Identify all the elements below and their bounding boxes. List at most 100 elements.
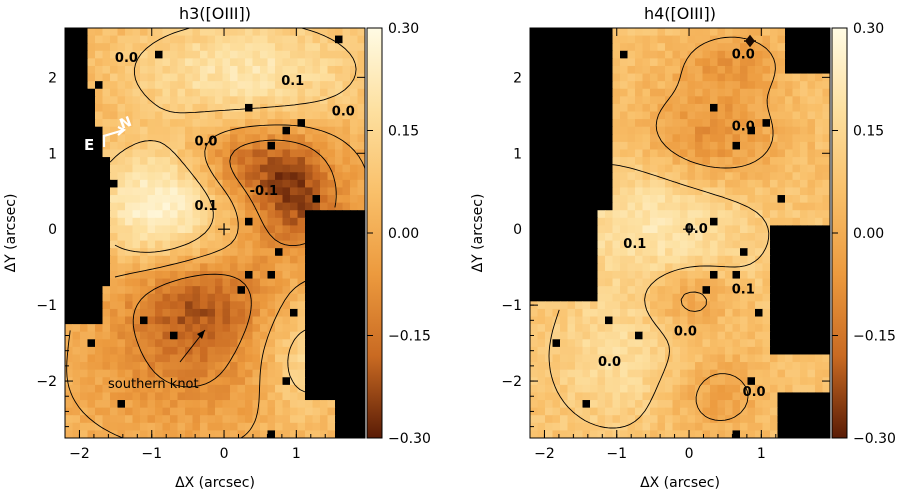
heatmap-cell	[530, 308, 538, 318]
heatmap-cell	[590, 293, 598, 302]
heatmap-cell	[695, 233, 703, 242]
heatmap-cell	[740, 392, 748, 401]
heatmap-cell	[755, 270, 763, 280]
heatmap-cell	[72, 172, 81, 181]
heatmap-cell	[260, 278, 268, 287]
heatmap-cell	[350, 28, 358, 37]
heatmap-cell	[747, 81, 756, 90]
heatmap-cell	[642, 126, 651, 135]
heatmap-cell	[87, 324, 96, 333]
heatmap-cell	[95, 362, 103, 371]
heatmap-cell	[312, 187, 321, 196]
heatmap-cell	[627, 308, 636, 318]
heatmap-cell	[155, 195, 163, 204]
heatmap-cell	[260, 210, 268, 219]
heatmap-cell	[687, 346, 696, 355]
heatmap-cell	[320, 377, 328, 386]
heatmap-cell	[627, 43, 636, 52]
heatmap-cell	[650, 164, 658, 173]
heatmap-cell	[320, 339, 328, 348]
heatmap-cell	[590, 278, 598, 287]
heatmap-cell	[620, 255, 628, 264]
heatmap-cell	[755, 43, 763, 52]
heatmap-cell	[65, 141, 73, 150]
heatmap-cell	[102, 43, 111, 52]
heatmap-cell	[162, 119, 171, 128]
heatmap-cell	[800, 339, 808, 348]
heatmap-cell	[237, 195, 246, 204]
heatmap-cell	[200, 119, 208, 128]
heatmap-cell	[155, 354, 163, 363]
heatmap-cell	[147, 422, 156, 431]
heatmap-cell	[815, 331, 823, 340]
heatmap-cell	[350, 141, 358, 150]
heatmap-cell	[717, 286, 726, 295]
heatmap-cell	[620, 119, 628, 128]
heatmap-cell	[117, 339, 126, 348]
heatmap-cell	[785, 354, 793, 363]
heatmap-cell	[147, 119, 156, 128]
heatmap-cell	[117, 240, 126, 249]
heatmap-cell	[275, 407, 283, 416]
heatmap-cell	[245, 35, 253, 44]
colorbar-tick-label: 0.00	[388, 226, 419, 242]
heatmap-cell	[777, 217, 786, 226]
heatmap-cell	[597, 149, 606, 158]
heatmap-cell	[785, 210, 793, 219]
heatmap-cell	[207, 217, 216, 226]
heatmap-cell	[672, 407, 681, 416]
heatmap-cell	[72, 225, 81, 234]
heatmap-cell	[665, 339, 673, 348]
heatmap-cell	[612, 301, 621, 310]
heatmap-cell	[215, 278, 223, 287]
heatmap-cell	[695, 301, 703, 310]
heatmap-cell	[672, 73, 681, 82]
heatmap-cell	[72, 301, 81, 310]
heatmap-cell	[650, 65, 658, 75]
heatmap-cell	[582, 377, 591, 386]
heatmap-cell	[252, 134, 261, 143]
heatmap-cell	[95, 384, 103, 393]
heatmap-cell	[590, 103, 598, 113]
heatmap-cell	[620, 164, 628, 173]
heatmap-cell	[650, 58, 658, 67]
heatmap-cell	[110, 308, 118, 318]
heatmap-cell	[792, 141, 801, 150]
heatmap-cell	[297, 119, 306, 128]
heatmap-cell	[207, 308, 216, 318]
heatmap-cell	[732, 369, 741, 378]
heatmap-cell	[200, 331, 208, 340]
heatmap-cell	[110, 210, 118, 219]
heatmap-cell	[612, 111, 621, 120]
heatmap-cell	[275, 240, 283, 249]
heatmap-cell	[695, 119, 703, 128]
heatmap-cell	[207, 187, 216, 196]
heatmap-cell	[260, 50, 268, 59]
heatmap-cell	[605, 346, 613, 355]
heatmap-cell	[582, 392, 591, 401]
heatmap-cell	[717, 119, 726, 128]
heatmap-cell	[717, 415, 726, 424]
heatmap-cell	[680, 58, 688, 67]
heatmap-cell	[725, 202, 733, 211]
heatmap-cell	[357, 210, 365, 219]
heatmap-cell	[740, 164, 748, 173]
heatmap-cell	[695, 324, 703, 333]
heatmap-cell	[627, 202, 636, 211]
heatmap-cell	[267, 225, 276, 234]
heatmap-cell	[327, 270, 336, 280]
heatmap-cell	[642, 316, 651, 325]
heatmap-cell	[785, 233, 793, 242]
heatmap-cell	[147, 164, 156, 173]
heatmap-cell	[72, 202, 81, 211]
heatmap-cell	[237, 164, 246, 173]
heatmap-cell	[560, 270, 568, 280]
heatmap-cell	[770, 179, 778, 188]
heatmap-cell	[815, 88, 823, 97]
heatmap-cell	[275, 103, 283, 113]
heatmap-cell	[252, 172, 261, 181]
heatmap-cell	[747, 43, 756, 52]
heatmap-cell	[575, 35, 583, 44]
heatmap-cell	[545, 134, 553, 143]
heatmap-cell	[702, 400, 711, 409]
